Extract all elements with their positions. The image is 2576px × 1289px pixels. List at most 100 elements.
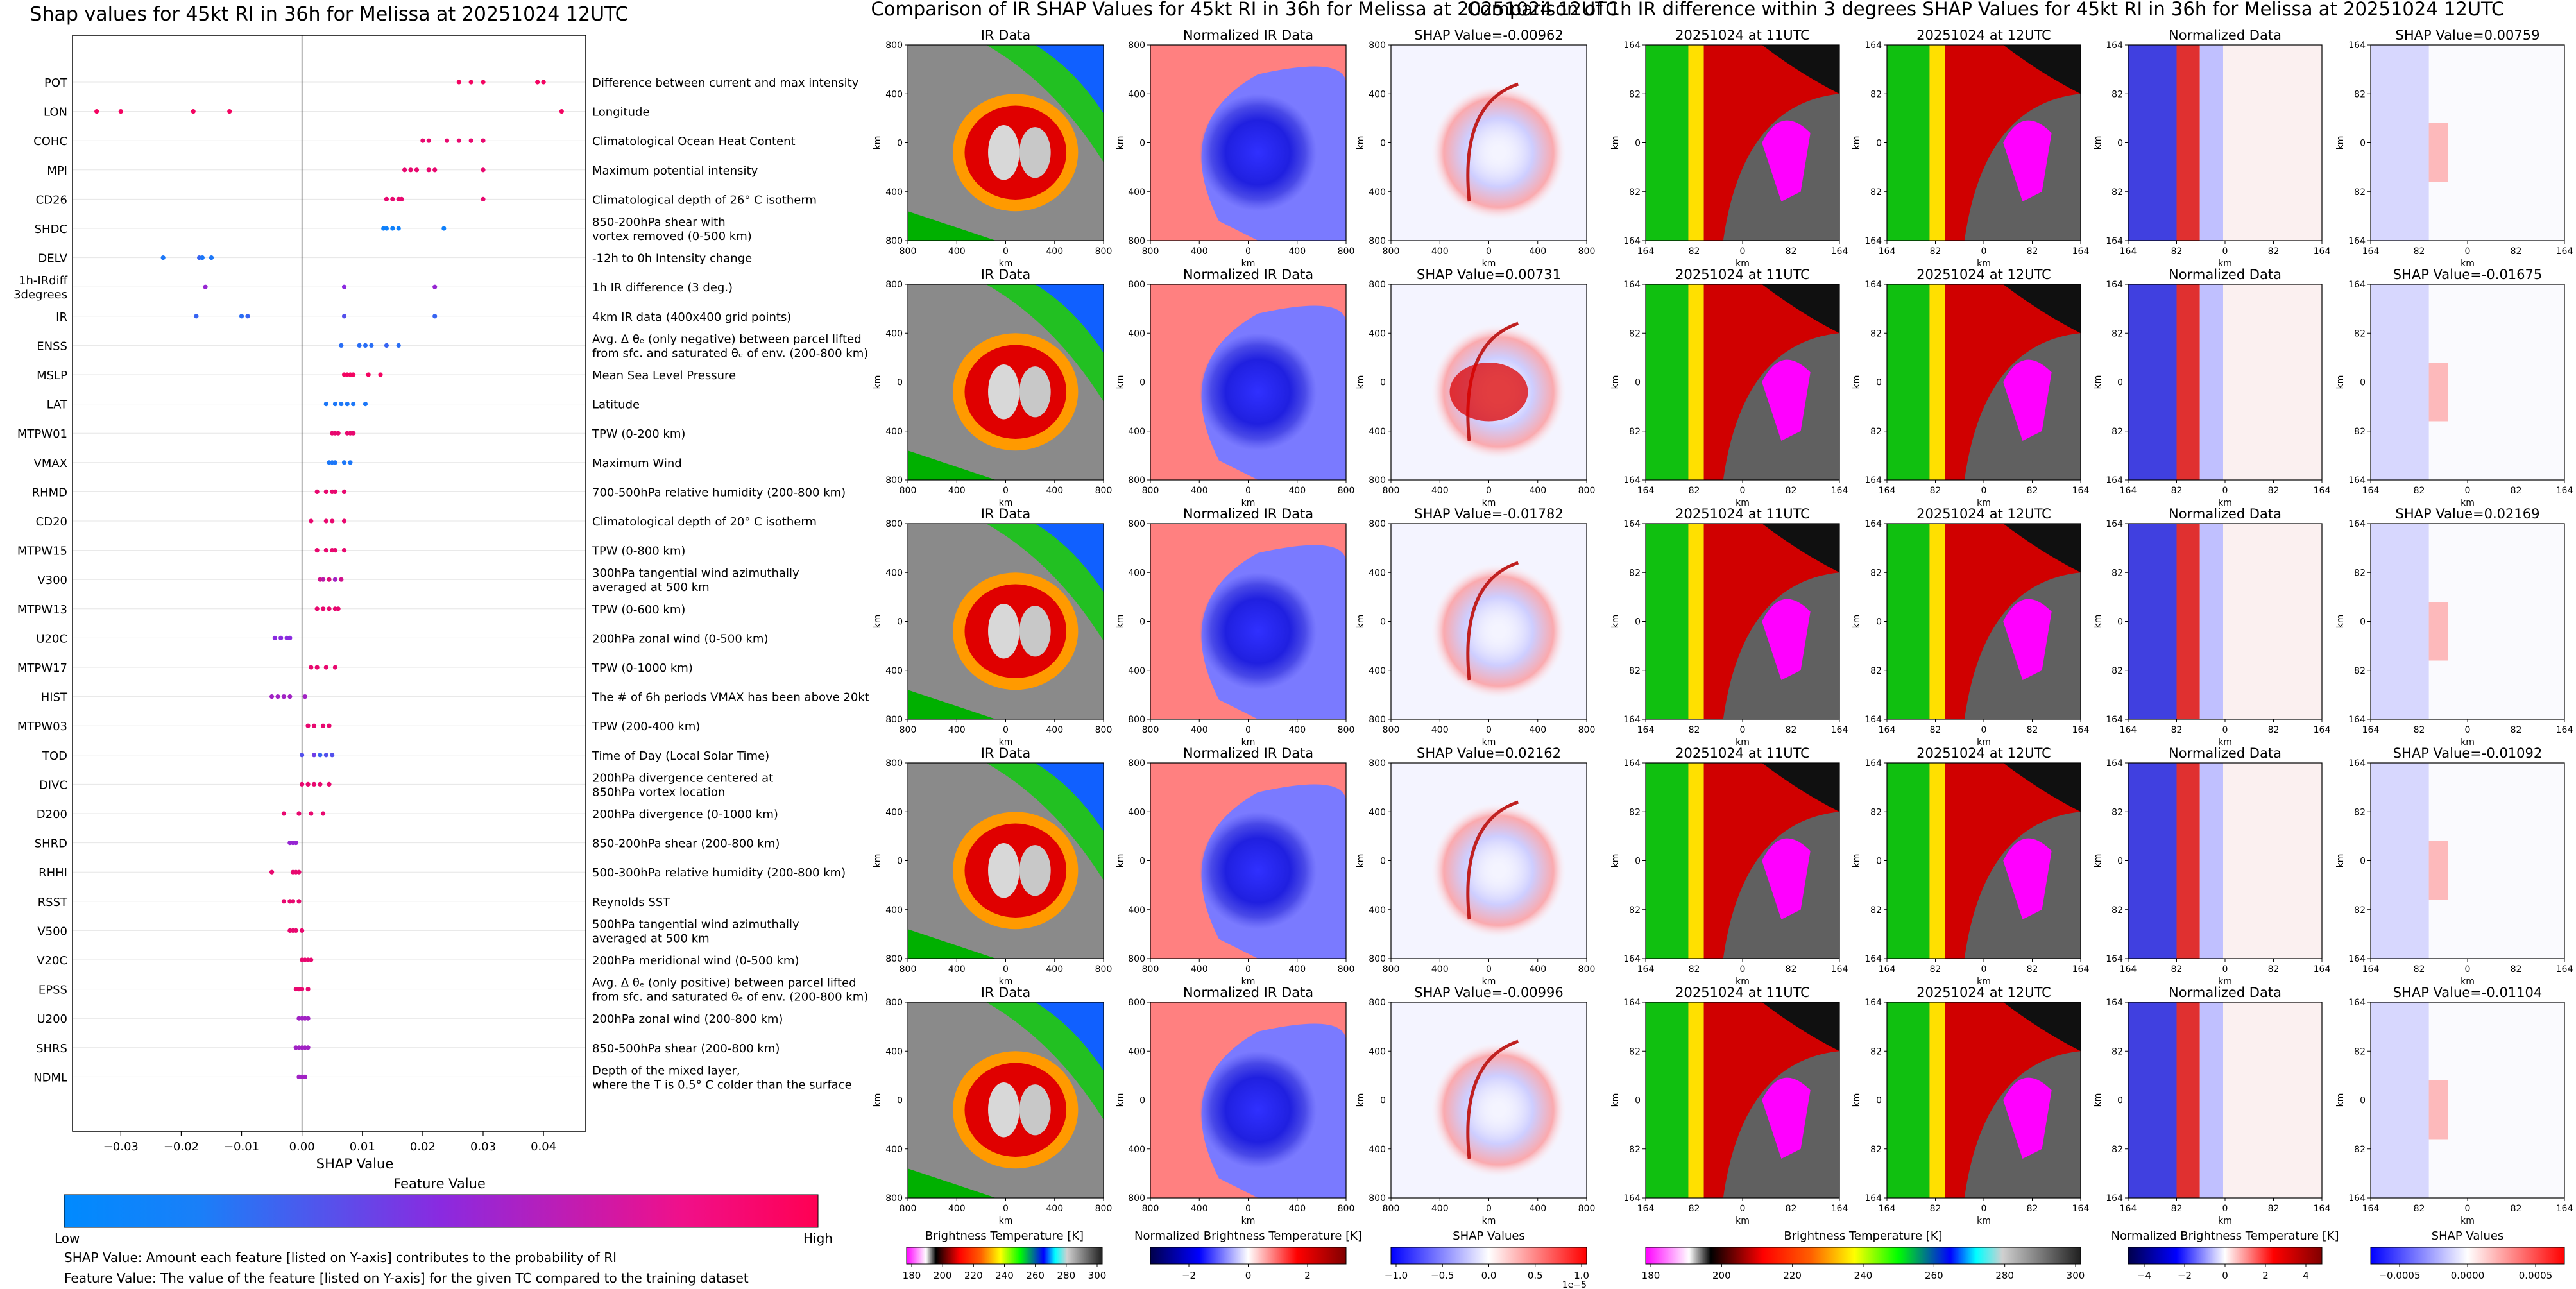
feature-label: RHMD [32,486,67,499]
feature-label: LAT [47,398,68,412]
x-axis-label: km [2461,977,2475,987]
x-axis-label: km [2461,259,2475,269]
colorbar-tick-label: 300 [2067,1270,2085,1281]
feature-description: Latitude [592,398,640,412]
ir3-band [1646,45,1689,241]
x-tick-label: 164 [1879,246,1896,257]
ir3-band [1688,284,1704,480]
x-tick-label: 0 [1486,1204,1492,1214]
shap-point [420,138,425,143]
ir-core [988,843,1019,898]
ir3-band [1646,763,1689,959]
shap-point [468,80,473,85]
x-tick-label: 0 [2465,725,2471,735]
ir-core [988,604,1019,659]
feature-description: Climatological depth of 26° C isotherm [592,193,817,207]
shap-point [366,372,371,377]
feature-label: HIST [41,691,68,704]
y-tick-label: 0 [1139,139,1145,149]
y-tick-label: 164 [2348,475,2366,486]
ndiff-band [2199,763,2223,959]
colorbar-offset: 1e−5 [1562,1280,1587,1289]
x-tick-label: 800 [1383,1204,1400,1214]
feature-description: 200hPa zonal wind (200-800 km) [592,1012,783,1026]
feature-label: SHRD [35,837,67,851]
x-tick-label: 82 [2414,725,2425,735]
colorbar-low-label: Low [55,1231,80,1246]
ir3-mask [2003,599,2052,680]
shap-point [305,1016,311,1021]
ir-cloud-band [1035,524,1104,592]
panel-title: SHAP Value=-0.01782 [1414,506,1564,522]
shap-point [302,1074,307,1079]
shap-point [336,606,341,611]
y-tick-label: 164 [1623,1193,1641,1204]
shap-point [327,577,332,582]
ir3-mask [1762,838,1811,919]
feature-label: CD26 [36,193,67,207]
x-tick-label: 400 [1288,964,1306,975]
feature-description: Climatological Ocean Heat Content [592,135,796,148]
x-tick-label: 400 [1046,246,1063,257]
x-tick-label: 164 [2314,246,2331,257]
feature-description: 500-300hPa relative humidity (200-800 km… [592,866,846,880]
x-tick-label: 0 [1003,246,1009,257]
y-tick-label: 400 [1369,329,1386,339]
colorbar-tick-label: −0.5 [1431,1270,1454,1281]
x-tick-label: 400 [1529,964,1546,975]
y-axis-label: km [2093,375,2103,389]
y-axis-label: km [1852,615,1862,629]
ir3-band [1703,524,1839,719]
shap-point [456,138,461,143]
y-tick-label: 82 [2354,666,2366,676]
x-tick-label: 164 [2362,1204,2380,1214]
feature-description: 700-500hPa relative humidity (200-800 km… [592,486,846,499]
panel-title: SHAP Value=0.02169 [2396,506,2540,522]
y-tick-label: 400 [1369,1145,1386,1155]
ir-cloud-band [908,1168,996,1198]
x-tick-label: 800 [1338,1204,1355,1214]
x-tick-label: 800 [1338,486,1355,496]
x-tick-label: 800 [900,725,917,735]
x-tick-label: 800 [1383,486,1400,496]
y-tick-label: 164 [1864,475,1882,486]
x-tick-label: 400 [1288,725,1306,735]
shap-point [323,518,328,524]
shap-point [191,109,196,114]
shap-point [160,255,166,260]
x-tick-label: 0 [1245,246,1251,257]
y-tick-label: 800 [1128,998,1145,1008]
shap-point [363,343,368,348]
x-axis-label: km [1241,977,1256,987]
y-tick-label: 82 [2354,1145,2366,1155]
shap-arc [1466,82,1519,202]
shap-point [118,109,123,114]
y-tick-label: 400 [1369,187,1386,198]
y-tick-label: 82 [1870,807,1882,817]
note-shap-value: SHAP Value: Amount each feature [listed … [64,1250,617,1265]
x-tick-label: 400 [1191,725,1208,735]
x-tick-label: 800 [1383,246,1400,257]
shap2-band [2371,1002,2429,1198]
shap-point [481,196,486,201]
feature-description: Reynolds SST [592,896,670,909]
shap2-band [2371,45,2429,241]
shap-point [245,314,250,319]
ir3-band [1646,1002,1689,1198]
feature-label: DIVC [39,778,67,792]
y-tick-label: 164 [2106,715,2123,725]
shap-point [320,811,326,816]
y-tick-label: 800 [1128,40,1145,51]
norm-core [1199,333,1317,451]
feature-description: TPW (0-600 km) [592,603,685,617]
panel-title: SHAP Value=-0.01104 [2393,985,2543,1000]
ir3-band [1929,45,1945,241]
panel-title: 20251024 at 12UTC [1916,506,2051,522]
feature-description: Climatological depth of 20° C isotherm [592,515,817,529]
y-tick-label: 82 [1629,1046,1641,1057]
ir3-mask [2003,120,2052,201]
shap-point [384,343,389,348]
ir-cloud-band [908,690,996,719]
x-tick-label: 82 [2171,246,2183,257]
y-axis-label: km [1356,615,1366,629]
